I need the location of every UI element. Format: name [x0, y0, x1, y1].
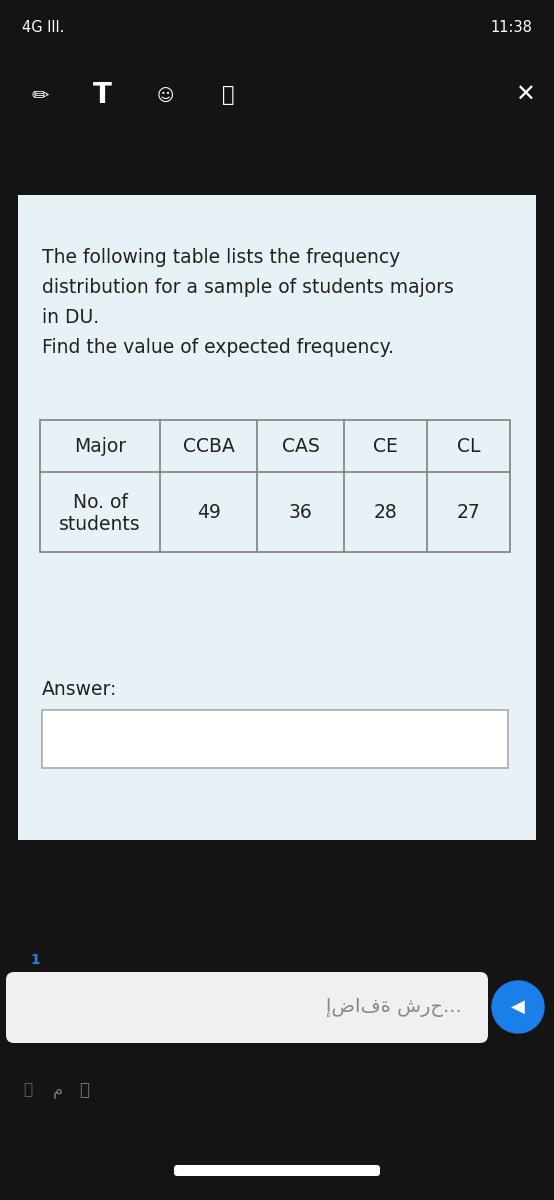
Text: 11:38: 11:38 [490, 20, 532, 36]
Text: 49: 49 [197, 503, 220, 522]
Circle shape [492, 982, 544, 1033]
Text: م: م [53, 1081, 63, 1099]
Bar [40, 420, 510, 552]
Text: 🕊: 🕊 [23, 1082, 33, 1098]
Text: Answer:: Answer: [42, 680, 117, 698]
Text: 4G lll.: 4G lll. [22, 20, 64, 36]
Bar [12, 22, 22, 29]
Text: ⛶: ⛶ [222, 85, 234, 104]
Text: CE: CE [373, 437, 398, 456]
Text: 〈: 〈 [79, 1081, 89, 1099]
Text: The following table lists the frequency: The following table lists the frequency [42, 248, 400, 266]
Text: 36: 36 [289, 503, 312, 522]
Text: ☺: ☺ [156, 86, 174, 104]
Text: in DU.: in DU. [42, 308, 99, 326]
Text: CAS: CAS [281, 437, 319, 456]
Text: students: students [59, 515, 141, 534]
Text: distribution for a sample of students majors: distribution for a sample of students ma… [42, 278, 454, 296]
Bar [18, 194, 536, 840]
Text: ◀: ◀ [511, 998, 525, 1016]
Text: 28: 28 [373, 503, 397, 522]
FancyBboxPatch shape [42, 710, 508, 768]
Text: ✏: ✏ [31, 85, 49, 104]
Text: CL: CL [456, 437, 480, 456]
FancyBboxPatch shape [174, 1165, 380, 1176]
Text: T: T [93, 80, 111, 109]
Text: Major: Major [74, 437, 126, 456]
Text: CCBA: CCBA [183, 437, 234, 456]
Text: 27: 27 [456, 503, 480, 522]
Text: No. of: No. of [73, 493, 127, 512]
Text: 1: 1 [30, 953, 40, 967]
Text: ✕: ✕ [515, 83, 535, 107]
Text: إضافة شرح...: إضافة شرح... [326, 998, 462, 1018]
FancyBboxPatch shape [6, 972, 488, 1043]
Text: Find the value of expected frequency.: Find the value of expected frequency. [42, 338, 394, 358]
